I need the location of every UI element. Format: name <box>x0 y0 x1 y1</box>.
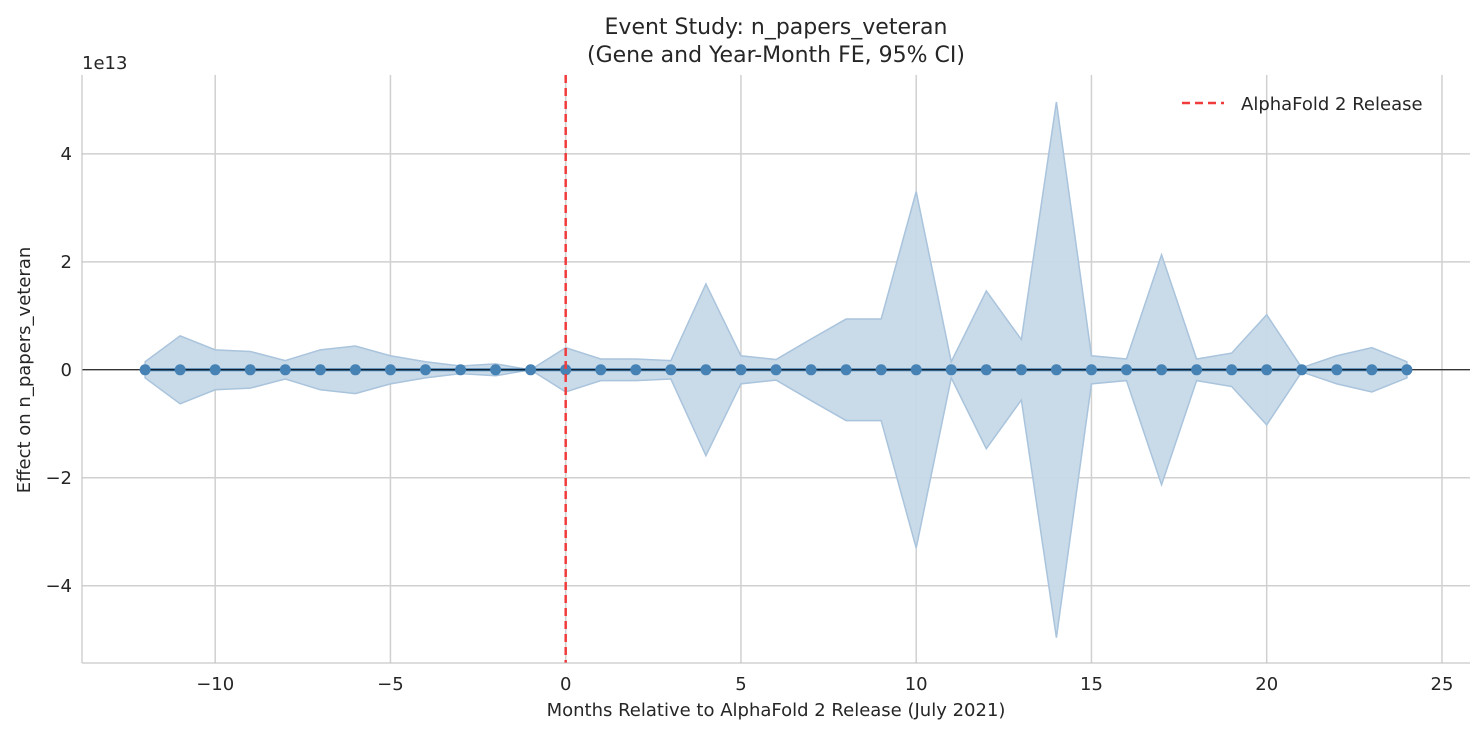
x-tick-label: 0 <box>560 674 571 695</box>
legend: AlphaFold 2 Release <box>1182 94 1423 115</box>
estimate-point <box>1296 364 1308 376</box>
estimate-point <box>910 364 922 376</box>
estimate-point <box>595 364 607 376</box>
estimate-point <box>1121 364 1133 376</box>
estimate-point <box>945 364 957 376</box>
estimate-point <box>1085 364 1097 376</box>
ticks-layer: −10 −5 0 5 10 15 20 25 −4 −2 0 2 4 <box>45 144 1453 695</box>
estimate-point <box>174 364 186 376</box>
estimate-point <box>209 364 221 376</box>
estimate-point <box>805 364 817 376</box>
y-tick-label: 2 <box>61 252 72 273</box>
y-tick-label: −4 <box>45 576 72 597</box>
x-tick-label: 5 <box>735 674 746 695</box>
legend-label: AlphaFold 2 Release <box>1241 94 1423 115</box>
estimate-point <box>525 364 537 376</box>
chart-title: Event Study: n_papers_veteran <box>605 15 948 40</box>
estimate-point <box>735 364 747 376</box>
estimate-point <box>980 364 992 376</box>
estimate-point <box>630 364 642 376</box>
x-tick-label: −5 <box>377 674 404 695</box>
estimate-point <box>1191 364 1203 376</box>
estimate-point <box>1261 364 1273 376</box>
estimate-point <box>279 364 291 376</box>
estimate-point <box>840 364 852 376</box>
estimate-point <box>1156 364 1168 376</box>
chart-subtitle: (Gene and Year-Month FE, 95% CI) <box>587 43 965 68</box>
y-axis-label: Effect on n_papers_veteran <box>14 247 35 494</box>
estimate-point <box>1366 364 1378 376</box>
estimate-point <box>1401 364 1413 376</box>
x-axis-label: Months Relative to AlphaFold 2 Release (… <box>547 700 1006 721</box>
estimate-point <box>244 364 256 376</box>
estimate-point <box>349 364 361 376</box>
y-tick-label: 4 <box>61 144 72 165</box>
x-tick-label: 25 <box>1431 674 1454 695</box>
estimate-point <box>1015 364 1027 376</box>
y-tick-label: 0 <box>61 360 72 381</box>
estimate-point <box>700 364 712 376</box>
x-tick-label: 10 <box>905 674 928 695</box>
estimate-point <box>384 364 396 376</box>
estimate-point <box>490 364 502 376</box>
y-scale-label: 1e13 <box>82 53 127 74</box>
x-tick-label: −10 <box>196 674 234 695</box>
y-tick-label: −2 <box>45 468 72 489</box>
estimate-point <box>455 364 467 376</box>
estimate-point <box>1226 364 1238 376</box>
estimate-point <box>314 364 326 376</box>
estimate-point <box>419 364 431 376</box>
estimate-point <box>875 364 887 376</box>
estimate-point <box>770 364 782 376</box>
x-tick-label: 20 <box>1255 674 1278 695</box>
estimate-point <box>1050 364 1062 376</box>
estimate-point <box>560 364 572 376</box>
estimate-point <box>1331 364 1343 376</box>
x-tick-label: 15 <box>1080 674 1103 695</box>
estimate-point <box>665 364 677 376</box>
marks-layer <box>82 75 1470 663</box>
estimate-point <box>139 364 151 376</box>
